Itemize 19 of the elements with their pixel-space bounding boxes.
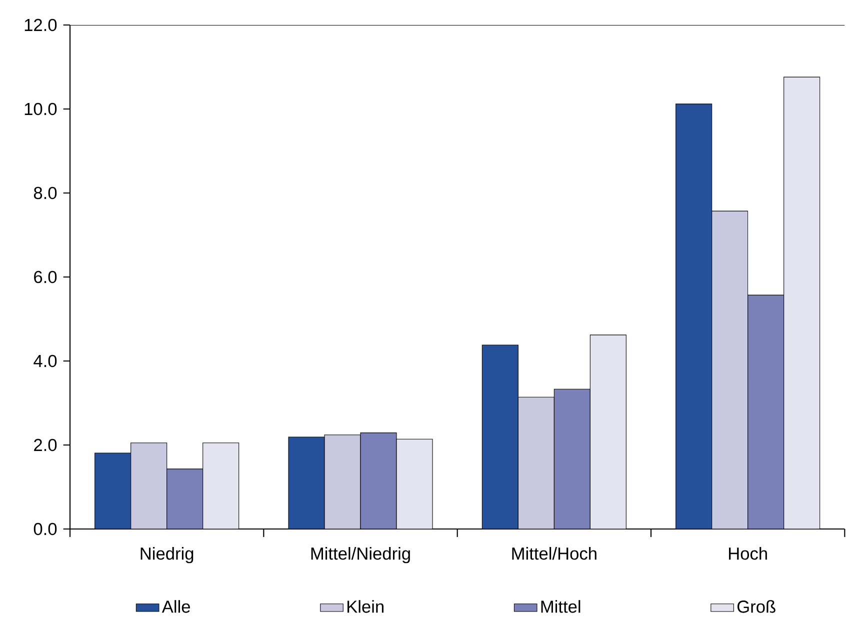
bar bbox=[482, 344, 518, 529]
legend-label: Mittel bbox=[541, 600, 580, 613]
legend-label: Groß bbox=[737, 600, 776, 613]
bar bbox=[676, 104, 712, 529]
y-tick-label: 10.0 bbox=[24, 102, 57, 116]
y-tick-label: 4.0 bbox=[34, 354, 57, 368]
legend-label: Klein bbox=[347, 600, 384, 613]
x-tick-label: Niedrig bbox=[140, 547, 194, 564]
x-tick-label: Hoch bbox=[729, 547, 767, 560]
bar bbox=[94, 452, 132, 529]
x-tick-label: Mittel/Hoch bbox=[512, 547, 596, 560]
y-tick-label: 0.0 bbox=[34, 522, 57, 536]
y-tick-label: 8.0 bbox=[34, 186, 57, 200]
y-tick-label: 2.0 bbox=[34, 438, 57, 452]
y-tick-label: 6.0 bbox=[34, 270, 57, 284]
x-tick-label: Mittel/Niedrig bbox=[311, 547, 410, 564]
y-tick-label: 12.0 bbox=[24, 18, 57, 32]
legend-label: Alle bbox=[162, 600, 190, 613]
bar bbox=[288, 436, 325, 529]
